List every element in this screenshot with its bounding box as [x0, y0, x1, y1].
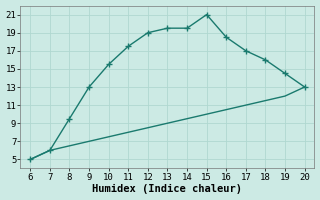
- X-axis label: Humidex (Indice chaleur): Humidex (Indice chaleur): [92, 184, 243, 194]
